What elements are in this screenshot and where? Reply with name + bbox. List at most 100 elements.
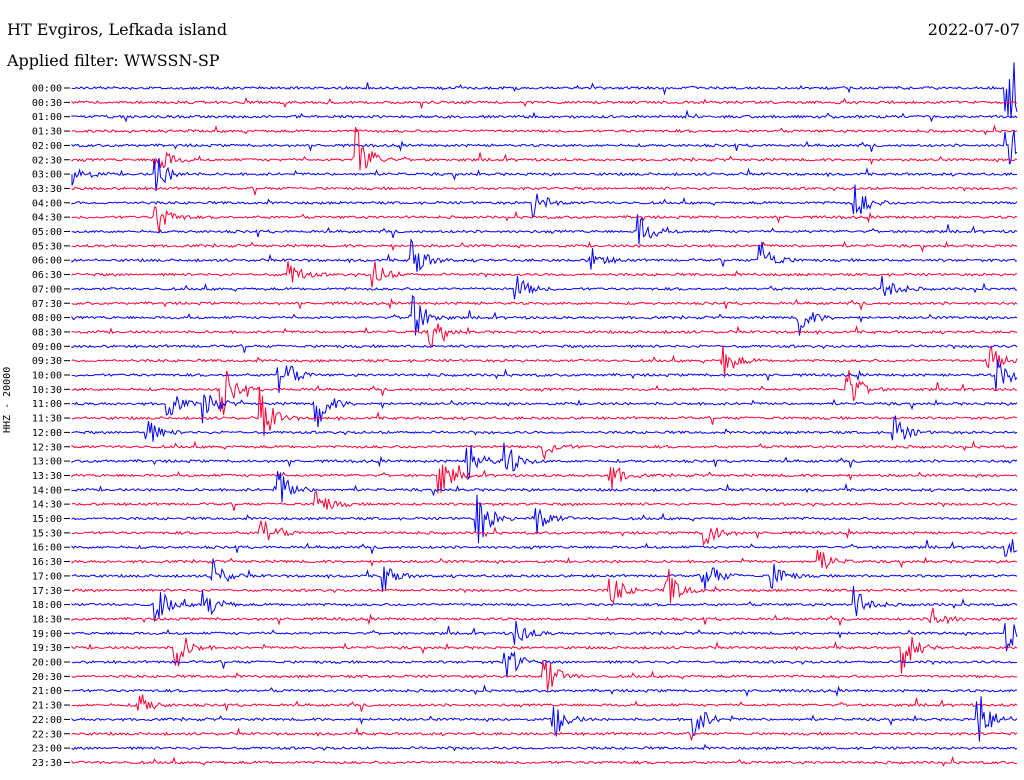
- trace-row-0900: [71, 344, 1018, 353]
- time-tick-label: 07:30: [32, 299, 62, 310]
- trace-row-2230: [71, 726, 1018, 741]
- trace-row-1400: [71, 471, 1018, 503]
- trace-row-1230: [71, 440, 1018, 461]
- time-tick-label: 08:00: [32, 313, 62, 324]
- time-tick-label: 23:30: [32, 758, 62, 769]
- trace-row-0130: [71, 124, 1018, 136]
- trace-row-0630: [71, 260, 1018, 288]
- time-tick-label: 05:00: [32, 227, 62, 238]
- time-tick-label: 21:30: [32, 701, 62, 712]
- time-tick-label: 03:00: [32, 170, 62, 181]
- time-tick-label: 11:30: [32, 414, 62, 425]
- time-tick-label: 01:00: [32, 112, 62, 123]
- trace-row-1530: [71, 520, 1018, 547]
- trace-row-0230: [71, 127, 1018, 171]
- time-tick-label: 14:30: [32, 500, 62, 511]
- trace-row-0100: [71, 109, 1018, 123]
- trace-row-2200: [71, 696, 1018, 742]
- time-tick-label: 18:00: [32, 600, 62, 611]
- time-tick-label: 21:00: [32, 686, 62, 697]
- time-tick-label: 19:30: [32, 643, 62, 654]
- trace-row-1800: [71, 586, 1018, 622]
- time-tick-label: 05:30: [32, 241, 62, 252]
- trace-row-1430: [71, 491, 1018, 511]
- time-tick-label: 08:30: [32, 327, 62, 338]
- time-tick-label: 23:00: [32, 744, 62, 755]
- trace-row-2000: [71, 650, 1018, 678]
- trace-row-1700: [71, 558, 1018, 592]
- trace-row-0530: [71, 240, 1018, 253]
- time-tick-label: 04:00: [32, 198, 62, 209]
- trace-row-1300: [71, 442, 1018, 481]
- trace-row-0300: [71, 158, 1018, 192]
- trace-row-0500: [71, 214, 1018, 245]
- trace-row-0700: [71, 275, 1018, 300]
- time-tick-label: 18:30: [32, 614, 62, 625]
- trace-row-1730: [71, 569, 1018, 604]
- trace-row-0730: [71, 297, 1018, 310]
- time-tick-label: 13:30: [32, 471, 62, 482]
- time-tick-label: 12:00: [32, 428, 62, 439]
- trace-row-1200: [71, 415, 1018, 442]
- trace-row-0200: [71, 129, 1018, 165]
- time-tick-label: 00:30: [32, 98, 62, 109]
- time-tick-label: 13:00: [32, 457, 62, 468]
- time-tick-label: 22:00: [32, 715, 62, 726]
- station-title: HT Evgiros, Lefkada island: [7, 20, 228, 39]
- time-tick-label: 02:00: [32, 141, 62, 152]
- trace-row-0030: [71, 96, 1018, 109]
- time-tick-label: 07:00: [32, 284, 62, 295]
- trace-row-0930: [71, 345, 1018, 378]
- trace-row-1830: [71, 607, 1018, 626]
- trace-row-0800: [71, 294, 1018, 336]
- trace-row-2100: [71, 684, 1018, 698]
- time-tick-label: 10:30: [32, 385, 62, 396]
- trace-row-1100: [71, 394, 1018, 428]
- time-tick-label: 11:00: [32, 399, 62, 410]
- trace-row-1630: [71, 550, 1017, 570]
- time-tick-label: 00:00: [32, 84, 62, 95]
- time-tick-label: 16:30: [32, 557, 62, 568]
- time-tick-label: 14:00: [32, 485, 62, 496]
- trace-row-1330: [71, 464, 1018, 494]
- time-tick-label: 16:00: [32, 543, 62, 554]
- trace-row-0330: [71, 186, 1018, 196]
- trace-row-2330: [71, 755, 1018, 767]
- time-tick-label: 02:30: [32, 155, 62, 166]
- time-tick-label: 03:30: [32, 184, 62, 195]
- trace-row-2130: [71, 694, 1018, 712]
- trace-row-1500: [71, 494, 1018, 544]
- trace-row-0830: [71, 323, 1018, 348]
- time-tick-label: 17:30: [32, 586, 62, 597]
- time-tick-label: 20:30: [32, 672, 62, 683]
- trace-row-2030: [71, 661, 1017, 691]
- trace-row-0000: [71, 62, 1018, 118]
- time-tick-label: 01:30: [32, 127, 62, 138]
- time-tick-label: 06:30: [32, 270, 62, 281]
- time-tick-label: 19:00: [32, 629, 62, 640]
- date-label: 2022-07-07: [927, 20, 1020, 39]
- trace-row-1600: [71, 539, 1018, 558]
- time-tick-label: 10:00: [32, 371, 62, 382]
- trace-row-1130: [71, 386, 1018, 437]
- time-tick-label: 17:00: [32, 571, 62, 582]
- trace-row-0400: [71, 184, 1018, 218]
- time-tick-label: 20:00: [32, 658, 62, 669]
- time-tick-label: 12:30: [32, 442, 62, 453]
- trace-row-0430: [71, 206, 1018, 234]
- time-tick-label: 09:30: [32, 356, 62, 367]
- trace-row-0600: [71, 238, 1018, 272]
- time-tick-label: 15:30: [32, 528, 62, 539]
- trace-row-2300: [71, 743, 1018, 752]
- time-tick-label: 22:30: [32, 729, 62, 740]
- time-tick-label: 06:00: [32, 256, 62, 267]
- time-tick-label: 04:30: [32, 213, 62, 224]
- filter-label: Applied filter: WWSSN-SP: [7, 51, 220, 70]
- trace-row-1930: [71, 636, 1018, 674]
- trace-row-1900: [71, 620, 1018, 652]
- time-tick-label: 15:00: [32, 514, 62, 525]
- trace-row-1030: [71, 370, 1018, 415]
- time-tick-label: 09:00: [32, 342, 62, 353]
- trace-row-1000: [71, 359, 1018, 393]
